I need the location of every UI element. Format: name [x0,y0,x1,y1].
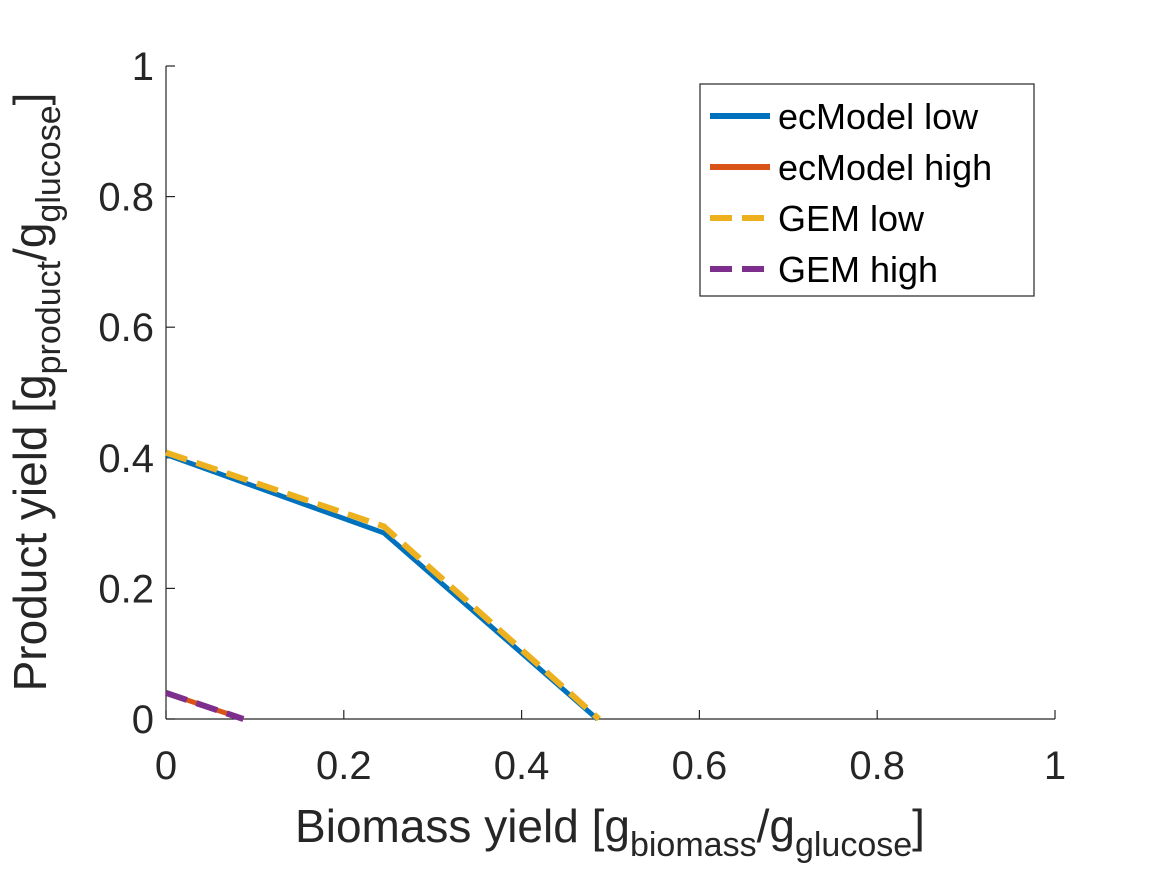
y-tick-label: 1 [132,45,154,89]
legend: ecModel low ecModel high GEM low GEM high [699,83,1035,297]
x-tick-label: 1 [1044,744,1066,788]
axes: 0 0.2 0.4 0.6 0.8 1 0 0.2 0.4 0.6 0.8 1 [98,45,1066,788]
x-tick-label: 0.8 [849,744,905,788]
x-tick-label: 0.6 [672,744,728,788]
y-tick-label: 0 [132,698,154,742]
series-line-4 [165,690,245,722]
y-tick-label: 0.2 [98,567,154,611]
x-tick-label: 0.2 [316,744,372,788]
legend-label-2: ecModel high [778,147,992,188]
legend-label-4: GEM high [778,249,938,290]
x-tick-label: 0.4 [494,744,550,788]
x-tick-label: 0 [155,744,177,788]
y-axis-label: Product yield [gproduct/gglucose] [4,93,68,692]
y-tick-label: 0.4 [98,437,154,481]
series-line-3 [165,449,601,722]
legend-label-3: GEM low [778,198,925,239]
series-line-1 [165,452,599,721]
x-axis-label: Biomass yield [gbiomass/gglucose] [295,800,925,864]
y-tick-label: 0.6 [98,306,154,350]
legend-label-1: ecModel low [778,96,979,137]
y-tick-label: 0.8 [98,176,154,220]
plot-area [165,449,601,722]
legend-box [699,83,1035,297]
